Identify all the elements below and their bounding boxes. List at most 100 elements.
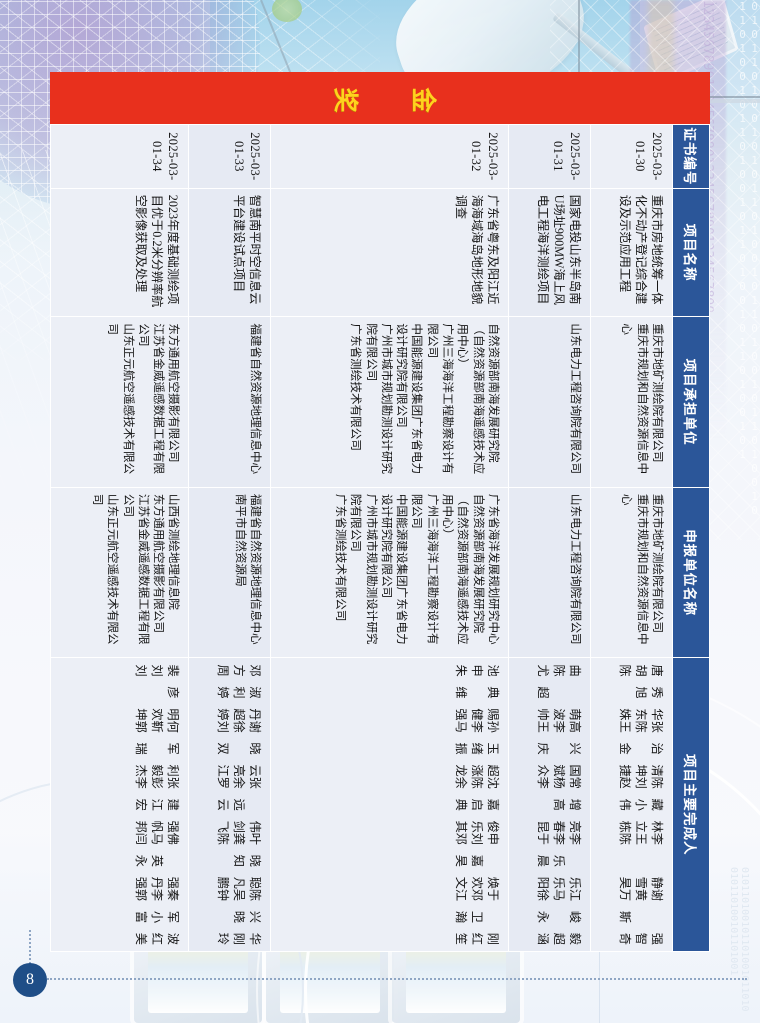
column-header-project: 项目名称 [672,188,710,317]
satellite-feed-icon [272,0,302,22]
contributor-name: 王 雪 [633,832,648,889]
contributor-name: 陈 坤 [633,720,648,777]
cell-cert-no: 2025-03-01-34 [50,124,189,189]
contributor-line: 周婷婷刘双江罗云飞陈 鹏钟 玲 [215,664,231,945]
contributor-name: 徐 亮 [232,720,247,777]
contributor-name: 江瀚笙 [453,888,468,945]
unit-line: 广东省海洋发展规划研究中心 [486,493,500,645]
contributor-line: 裴彦明何军利张建强佛 强秦军波 [165,664,181,945]
contributor-name: 刘 坤 [134,664,149,721]
contributor-name: 邓昊文 [453,832,468,889]
contributor-name: 黄 智 [633,888,648,945]
unit-line: 重庆市地矿测绘院有限公司 [651,493,664,634]
contributor-name: 邓淑丹 [248,664,263,721]
contributor-name: 李乐乐 [551,832,566,889]
contributor-name: 杨高春 [551,776,566,833]
background-binary-right: 0101101001010110100101101001011010010110… [622,0,760,520]
contributor-name: 李 静 [650,832,664,889]
contributor-name: 陈 鹏 [216,832,231,889]
contributor-name: 郭瑞杰 [134,720,149,777]
column-header-undertaker: 项目承担单位 [672,316,710,488]
contributor-name: 刘小立 [633,776,648,833]
cell-main-contributors: 裴彦明何军利张建强佛 强秦军波刘 欢靳 毅彭江帆马英丹李小红刘 坤郭瑞杰李宏邦闫… [50,657,189,952]
contributor-name: 李宏邦 [134,776,149,833]
cell-applicant-unit: 山西省测绘地理信息院 东方通用航空摄影有限公司 江苏省金威遥感数据工程有限公司 山东正… [50,487,189,658]
contributor-name: 陈兴华 [248,888,263,945]
contributor-name: 曲 萌 [567,664,582,721]
contributor-line: 申 健李绪涨陈启乐刘嘉欢邓卫红 [469,664,485,945]
unit-line: 南平市自然资源局 [234,493,248,587]
unit-line: 自然资源部南海发展研究院（自然资源部南海遥感技术应用中心） [456,323,500,475]
cell-cert-no: 2025-03-01-32 [270,124,509,189]
contributor-name: 陈启乐 [469,776,484,833]
contributor-name: 江峻毅 [567,888,582,945]
contributor-name: 唐秀华 [650,664,664,721]
unit-line: 东方通用航空摄影有限公司 [152,493,166,634]
cell-undertaker-unit: 重庆市地矿测绘院有限公司 重庆市规划和自然资源信息中心 [590,316,673,488]
cell-applicant-unit: 广东省海洋发展规划研究中心 自然资源部南海发展研究院（自然资源部南海遥感技术应用中… [270,487,509,658]
contributor-name: 李 乐 [567,832,582,889]
cell-cert-no: 2025-03-01-33 [188,124,271,189]
contributor-name: 叶晓聪 [248,832,263,889]
unit-line: 中国能源建设集团广东省电力设计研究院有限公司 [395,323,424,475]
cell-main-contributors: 池典赐孙玉超沈嘉俊申 焕于 刚申 健李绪涨陈启乐刘嘉欢邓卫红 朱维强马振龙余典其邓… [270,657,509,952]
contributor-name: 王庆众 [535,720,550,777]
contributor-name: 秦军波 [166,888,181,945]
unit-line: 广东省测绘技术有限公司 [349,323,363,451]
awards-table-body: 2025-03-01-30 重庆市房地统筹一体化不动产登记综合建设及示范应用工程重… [50,124,673,952]
cell-cert-no: 2025-03-01-31 [508,124,591,189]
column-header-cert-no: 证书编号 [672,124,710,189]
cell-cert-no: 2025-03-01-30 [590,124,673,189]
cell-main-contributors: 邓淑丹谢晓云张 伟叶晓聪陈兴华 方利超徐 亮余远剑龚知凡吴晓刚 周婷婷刘双江罗云飞陈… [188,657,271,952]
unit-line: 广州市城市规划勘测设计研究院有限公司 [364,323,393,475]
unit-line: 重庆市地矿测绘院有限公司 [651,323,664,463]
unit-line: 山西省测绘地理信息院 [167,493,181,610]
table-row: 2025-03-01-33 智慧南平时空信息云平台建设试点项目福建省自然资源地理信… [188,124,271,952]
contributor-name: 佛 强 [166,832,181,889]
cell-project-name: 广东省粤东及阳江近海海域海岛地形地貌调查 [270,188,509,317]
unit-line: 中国能源建设集团广东省电力设计研究院有限公司 [379,493,409,645]
contributor-name: 万斯奇 [617,888,632,945]
award-board: 金 奖 证书编号 项目名称 项目承担单位 申报单位名称 项目主要完成人 2025… [50,72,710,952]
contributor-name: 于 刚 [485,888,500,945]
contributor-name: 马 超 [551,888,566,945]
unit-line: 山东电力工程咨询院有限公司 [568,323,582,475]
contributor-name: 陈 姝 [617,664,632,721]
contributor-name: 李小红 [150,888,165,945]
cell-project-name: 智慧南平时空信息云平台建设试点项目 [188,188,271,317]
contributor-line: 陈 姝王金捷赵伟栋陈 昊万斯奇 [617,664,633,945]
table-row: 2025-03-01-34 2023年度基础测绘项目优于0.2米分辨率航空影像获取… [50,124,189,952]
contributor-name: 胡旭东 [633,664,648,721]
unit-line: 广州市城市规划勘测设计研究院有限公司 [349,493,378,645]
contributor-name: 钟 玲 [216,888,231,945]
contributor-name: 尤超帅 [535,664,550,721]
contributor-name: 李绪涨 [469,720,484,777]
unit-line: 江苏省金威遥感数据工程有限公司 [136,323,166,475]
table-row: 2025-03-01-31 国家电投山东半岛南U场址900MW海上风电工程海洋测绘… [508,124,591,952]
unit-line: 福建省自然资源地理信息中心 [249,323,263,475]
contributor-name: 何军利 [166,720,181,777]
contributor-name: 闫永强 [134,832,149,889]
contributor-name: 余远剑 [232,776,247,833]
table-header-row: 证书编号 项目名称 项目承担单位 申报单位名称 项目主要完成人 [672,124,710,952]
award-category-label: 金 奖 [322,84,438,113]
contributor-name: 陈藏林 [650,776,664,833]
table-row: 2025-03-01-30 重庆市房地统筹一体化不动产登记综合建设及示范应用工程重… [590,124,673,952]
cell-undertaker-unit: 东方通用航空摄影有限公司 江苏省金威遥感数据工程有限公司 山东正元航空遥感技术有限公… [50,316,189,488]
cell-applicant-unit: 山东电力工程咨询院有限公司 [508,487,591,658]
unit-line: 山东正元航空遥感技术有限公司 [90,493,120,645]
contributor-name: 于晨阳 [535,832,550,889]
contributor-name: 申 焕 [485,832,500,889]
contributor-name: 刘双江 [216,720,231,777]
column-header-applicant: 申报单位名称 [672,487,710,658]
cell-project-name: 重庆市房地统筹一体化不动产登记综合建设及示范应用工程 [590,188,673,317]
contributor-name: 孙玉超 [485,720,500,777]
contributor-name: 马振龙 [453,720,468,777]
contributor-name: 王金捷 [617,720,632,777]
contributor-line: 朱维强马振龙余典其邓昊文江瀚笙 [453,664,469,945]
unit-line: 东方通用航空摄影有限公司 [167,323,181,463]
contributor-name: 池典赐 [485,664,500,721]
page-marker-dotted-rule [47,978,747,980]
contributor-name: 沈嘉俊 [485,776,500,833]
contributor-line: 胡旭东陈 坤刘小立王 雪黄 智 [633,664,649,945]
